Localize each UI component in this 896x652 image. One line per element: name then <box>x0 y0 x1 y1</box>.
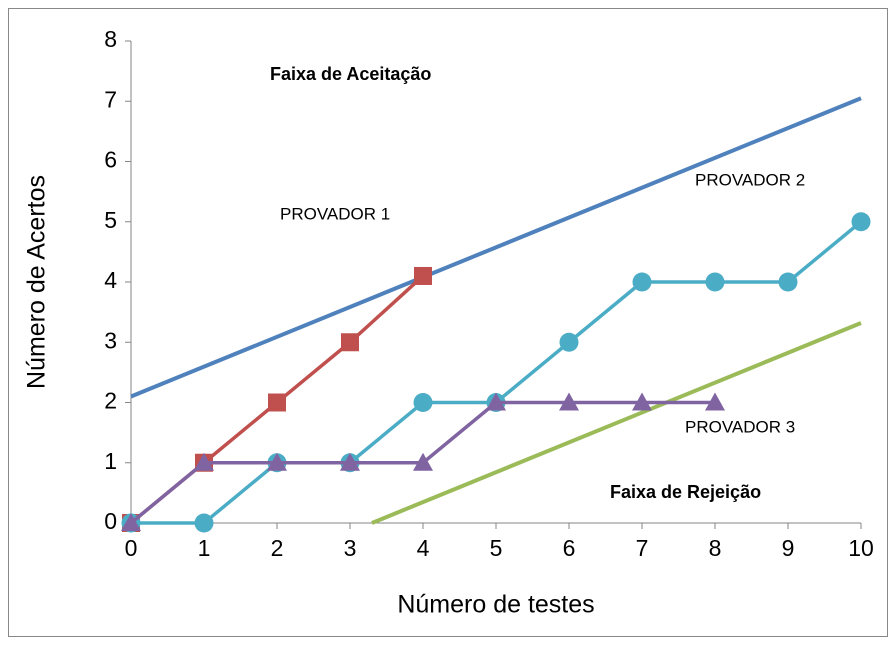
series-line <box>371 321 862 525</box>
series-label: PROVADOR 1 <box>280 204 390 223</box>
annotation: Faixa de Rejeição <box>610 482 761 502</box>
y-tick-label: 8 <box>104 26 117 52</box>
x-tick-label: 5 <box>490 535 503 561</box>
marker <box>705 272 725 292</box>
x-tick-label: 1 <box>198 535 211 561</box>
marker <box>778 272 798 292</box>
marker <box>705 392 725 411</box>
x-tick-label: 6 <box>563 535 576 561</box>
marker <box>413 393 433 412</box>
y-tick-label: 1 <box>104 448 117 474</box>
marker <box>559 332 579 352</box>
x-tick-label: 9 <box>782 535 795 561</box>
marker <box>267 452 287 471</box>
x-axis-title: Número de testes <box>397 591 594 619</box>
marker <box>194 513 214 533</box>
y-tick-label: 5 <box>104 207 117 233</box>
marker <box>340 452 360 471</box>
y-tick-label: 6 <box>104 147 117 173</box>
marker <box>559 392 579 411</box>
marker <box>413 452 433 471</box>
marker <box>268 393 286 412</box>
y-tick-label: 2 <box>104 388 117 414</box>
x-tick-label: 2 <box>271 535 284 561</box>
x-tick-label: 0 <box>125 535 138 561</box>
x-tick-label: 8 <box>709 535 722 561</box>
marker <box>632 392 652 411</box>
marker <box>121 513 141 531</box>
y-tick-label: 7 <box>104 86 117 112</box>
y-tick-label: 4 <box>104 267 117 293</box>
x-tick-label: 10 <box>848 535 874 561</box>
x-tick-label: 7 <box>636 535 649 561</box>
y-tick-label: 0 <box>104 508 117 534</box>
chart-frame <box>8 8 888 637</box>
marker <box>851 212 871 232</box>
series-line <box>130 96 862 399</box>
marker <box>341 333 359 352</box>
x-tick-label: 4 <box>417 535 430 561</box>
marker <box>486 392 506 411</box>
x-tick-label: 3 <box>344 535 357 561</box>
marker <box>414 266 432 285</box>
series-label: PROVADOR 3 <box>685 417 795 436</box>
y-axis-title: Número de Acertos <box>23 175 51 389</box>
series-label: PROVADOR 2 <box>695 170 805 189</box>
y-tick-label: 3 <box>104 327 117 353</box>
marker <box>632 272 652 292</box>
annotation: Faixa de Aceitação <box>270 64 431 84</box>
marker <box>194 452 214 471</box>
